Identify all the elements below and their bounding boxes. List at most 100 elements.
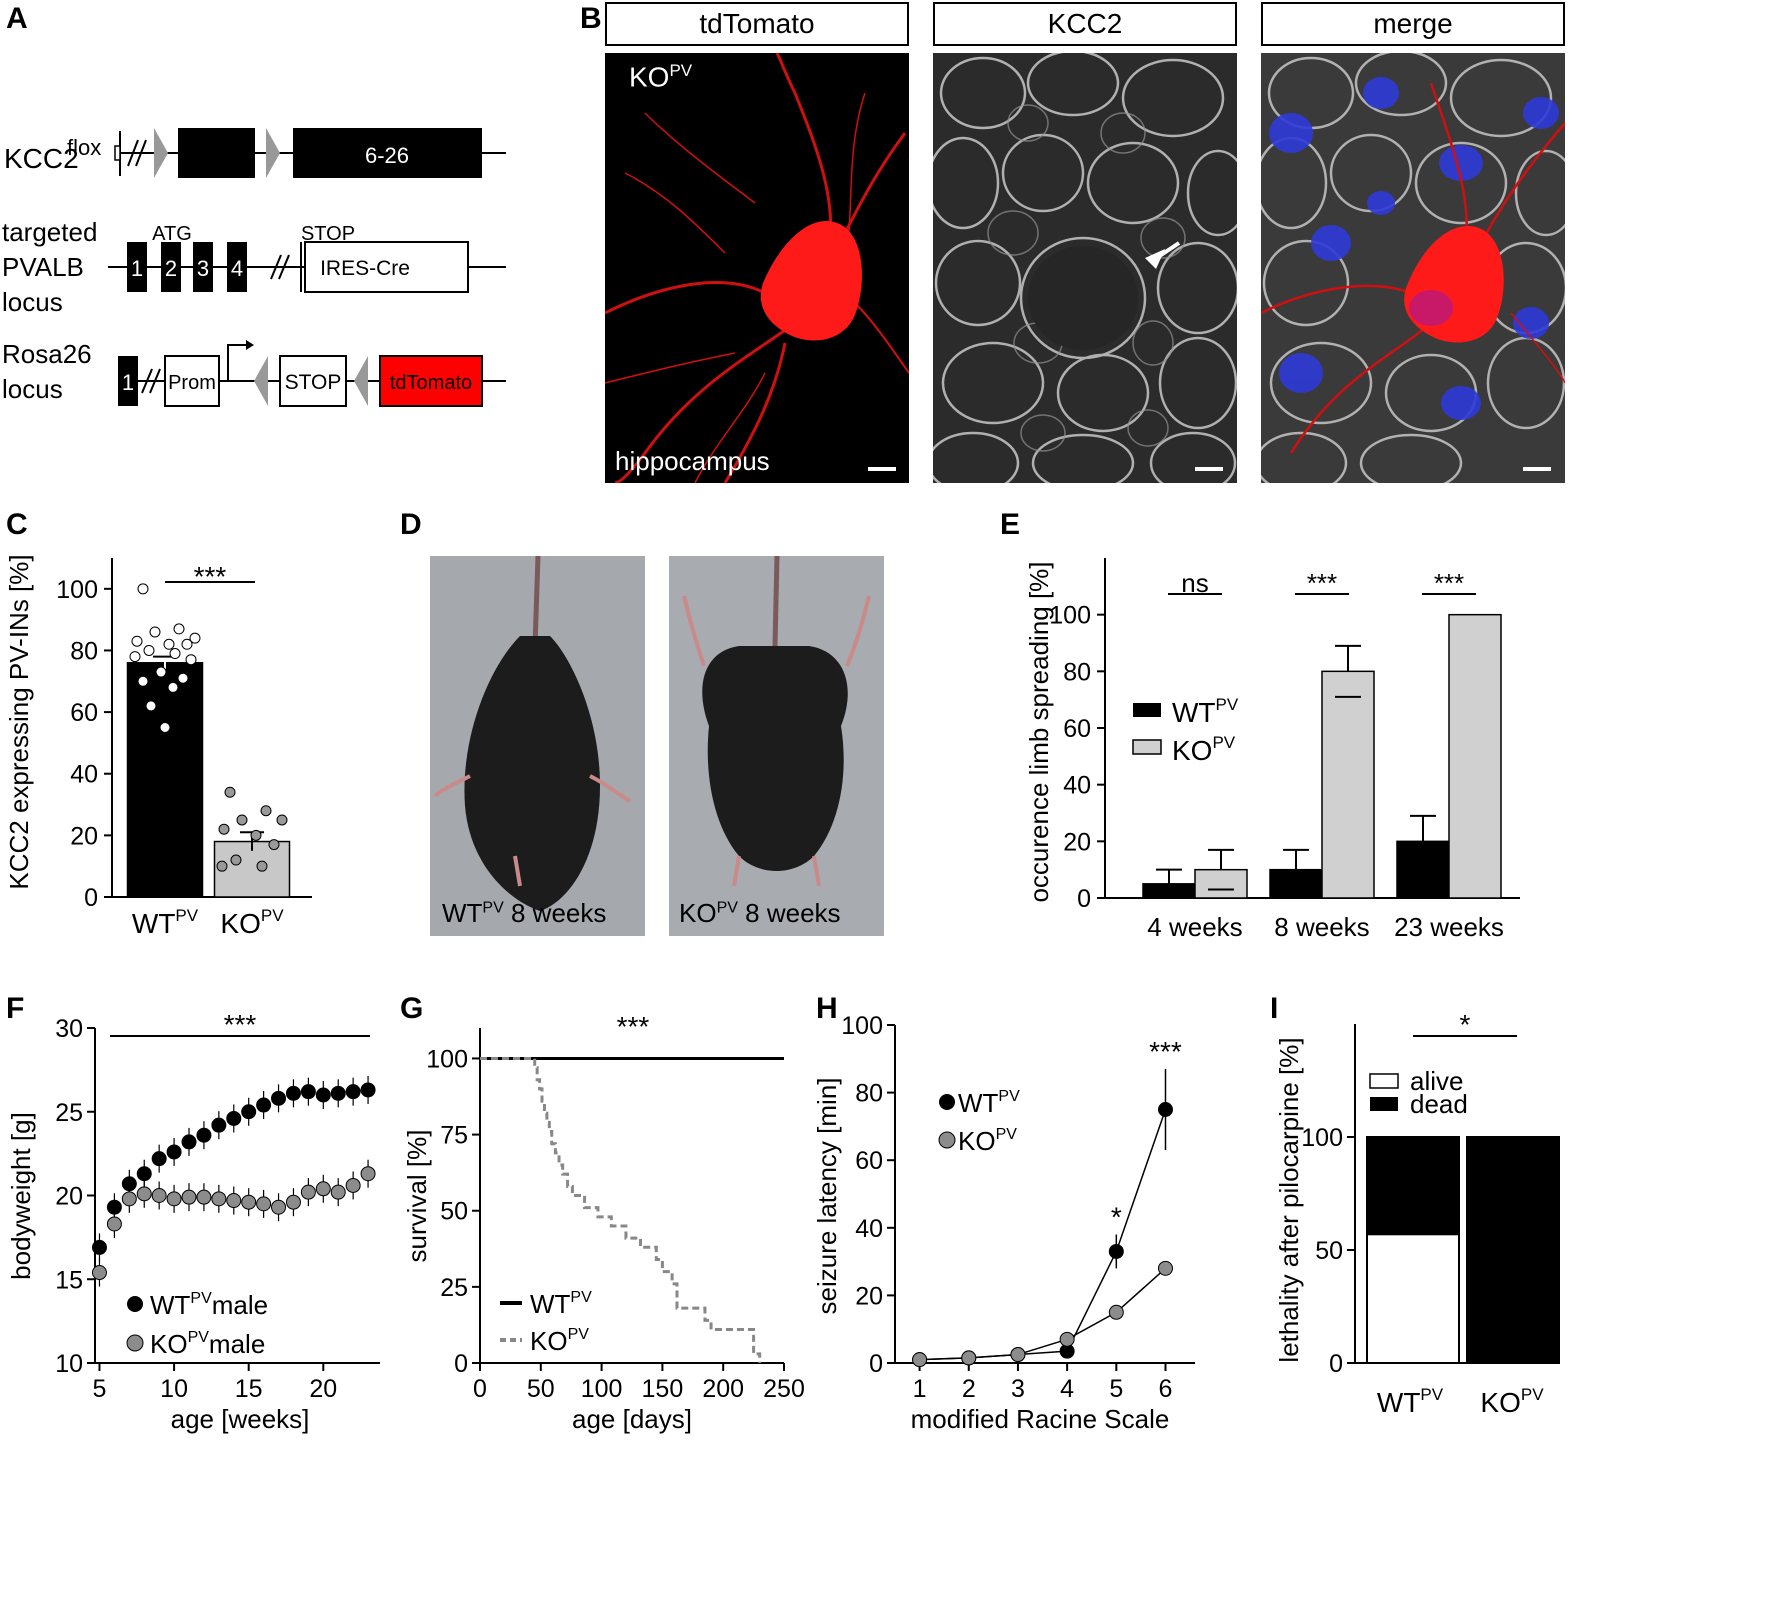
rosa-label-1: Rosa26 (2, 339, 92, 369)
x-tick-label-h: 1 (913, 1375, 927, 1403)
legend-swatch-alive (1369, 1073, 1399, 1089)
scale-bar (1523, 467, 1551, 471)
data-point-f (330, 1085, 346, 1101)
panel-label-e: E (1000, 508, 1021, 541)
data-point-f (181, 1134, 197, 1150)
chart-e: 0 20 40 60 80 100 4 weeks 8 weeks 23 weeks ns ***… (1024, 558, 1520, 942)
data-point-c (137, 675, 149, 687)
ylabel-i: lethality after pilocarpine [%] (1274, 1037, 1304, 1362)
data-point-h (1157, 1102, 1173, 1117)
bar-e (1142, 883, 1196, 899)
y-tick-label-h: 60 (855, 1147, 883, 1175)
data-point-h (912, 1352, 928, 1368)
scale-bar (868, 467, 896, 471)
x-tick-label-h: 5 (1109, 1375, 1123, 1403)
chart-c: 0 20 40 60 80 100 *** KCC2 expressing PV-INs … (4, 554, 312, 939)
pvalb-exon-3: 3 (197, 256, 209, 281)
series-line-h (919, 1267, 1166, 1361)
data-point-h (1010, 1347, 1026, 1363)
y-tick-label-g: 50 (440, 1198, 468, 1226)
bar-c (126, 662, 204, 898)
x-tick-label-g: 250 (763, 1375, 805, 1403)
legend-marker-ko-h (938, 1131, 956, 1149)
x-tick-label-f: 15 (235, 1375, 263, 1403)
y-tick-label-f: 10 (55, 1350, 83, 1378)
legend-marker-wt (127, 1296, 143, 1312)
xlabel-h: modified Racine Scale (911, 1404, 1170, 1434)
hippocampus-label: hippocampus (615, 446, 770, 476)
x-tick-label-h: 3 (1011, 1375, 1025, 1403)
stacked-bar-i (1466, 1136, 1560, 1364)
data-point-f (226, 1110, 242, 1126)
y-tick-label-e: 60 (1063, 715, 1091, 743)
y-tick-label-h: 80 (855, 1080, 883, 1108)
y-tick-label-h: 20 (855, 1282, 883, 1310)
data-point-f (360, 1166, 376, 1182)
x-tick-label-h: 4 (1060, 1375, 1074, 1403)
ylabel-g: survival [%] (402, 1130, 432, 1263)
data-point-f (241, 1104, 257, 1120)
data-point-c (276, 814, 288, 826)
data-point-f (345, 1084, 361, 1100)
significance-label-e: *** (1307, 568, 1337, 598)
data-point-f (181, 1189, 197, 1205)
pvalb-label-1: targeted (2, 217, 97, 247)
x-tick-label-h: 2 (962, 1375, 976, 1403)
rosa-exon-1: 1 (122, 370, 134, 395)
data-point-c (256, 860, 268, 872)
series-line-h (919, 1109, 1167, 1361)
x-tick-label-f: 5 (93, 1375, 107, 1403)
y-tick-label-c: 80 (70, 637, 98, 665)
legend-label-wt-f: WTPVmale (150, 1290, 268, 1320)
ylabel-h: seizure latency [min] (812, 1078, 842, 1315)
panel-label-a: A (6, 2, 28, 35)
atg-label: ATG (152, 223, 192, 245)
y-tick-label-e: 100 (1049, 602, 1091, 630)
y-tick-label-i: 0 (1329, 1350, 1343, 1378)
ires-cre-label: IRES-Cre (320, 257, 410, 280)
mouse-photo-wt: WTPV 8 weeks (430, 556, 645, 936)
data-point-c (143, 644, 155, 656)
legend-label-alive: alive (1410, 1066, 1463, 1096)
data-point-c (250, 829, 262, 841)
y-tick-label-f: 30 (55, 1015, 83, 1043)
data-point-f (271, 1199, 287, 1215)
y-tick-label-c: 0 (84, 884, 98, 912)
significance-label-e: ns (1181, 568, 1208, 598)
y-tick-label-h: 0 (869, 1350, 883, 1378)
y-tick-label-e: 40 (1063, 772, 1091, 800)
significance-g: *** (617, 1011, 650, 1042)
data-point-f (166, 1191, 182, 1207)
y-tick-label-i: 50 (1315, 1237, 1343, 1265)
y-tick-label-i: 100 (1301, 1124, 1343, 1152)
data-point-c (155, 666, 167, 678)
data-point-c (169, 648, 181, 660)
stacked-bar-i (1366, 1233, 1460, 1364)
data-point-c (149, 626, 161, 638)
data-point-c (224, 786, 236, 798)
x-tick-label-h: 6 (1159, 1375, 1173, 1403)
y-tick-label-g: 0 (454, 1350, 468, 1378)
data-point-f (300, 1084, 316, 1100)
legend-label-wt-h: WTPV (958, 1088, 1020, 1118)
data-point-c (185, 654, 197, 666)
y-tick-label-h: 40 (855, 1215, 883, 1243)
y-tick-label-g: 75 (440, 1122, 468, 1150)
category-wt-c: WTPV (132, 906, 199, 939)
photo-caption-wt: WTPV 8 weeks (442, 898, 607, 928)
x-tick-label-g: 0 (473, 1375, 487, 1403)
x-tick-label-g: 50 (527, 1375, 555, 1403)
scale-bar (1195, 467, 1223, 471)
survival-line-ko (480, 1056, 762, 1363)
legend-marker-wt-h (939, 1094, 955, 1110)
panel-label-f: F (6, 992, 25, 1025)
data-point-f (271, 1090, 287, 1106)
xlabel-f: age [weeks] (171, 1404, 310, 1434)
data-point-f (285, 1194, 301, 1210)
data-point-f (136, 1186, 152, 1202)
panel-label-h: H (816, 992, 838, 1025)
pvalb-exon-4: 4 (231, 256, 243, 281)
legend-marker-ko (126, 1334, 144, 1352)
legend-label-dead: dead (1410, 1089, 1468, 1119)
gene-construct-diagram: KCC2 flox 6-26 targeted PVALB locus ATG … (2, 128, 506, 407)
